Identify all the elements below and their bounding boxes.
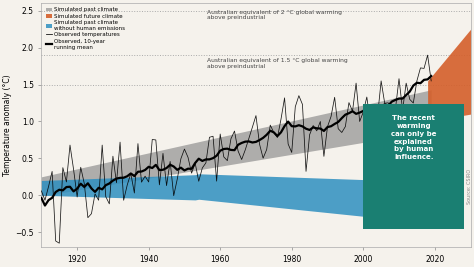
FancyBboxPatch shape [363,104,464,229]
Legend: Simulated past climate, Simulated future climate, Simulated past climate
without: Simulated past climate, Simulated future… [46,7,125,50]
Text: Australian equivalent of 1.5 °C global warming
above preindustrial: Australian equivalent of 1.5 °C global w… [207,58,347,69]
Text: Source: CSIRO: Source: CSIRO [466,169,472,205]
Y-axis label: Temperature anomaly (°C): Temperature anomaly (°C) [3,74,12,176]
Text: The recent
warming
can only be
explained
by human
influence.: The recent warming can only be explained… [391,115,437,160]
Text: Australian equivalent of 2 °C global warming
above preindustrial: Australian equivalent of 2 °C global war… [207,10,342,20]
